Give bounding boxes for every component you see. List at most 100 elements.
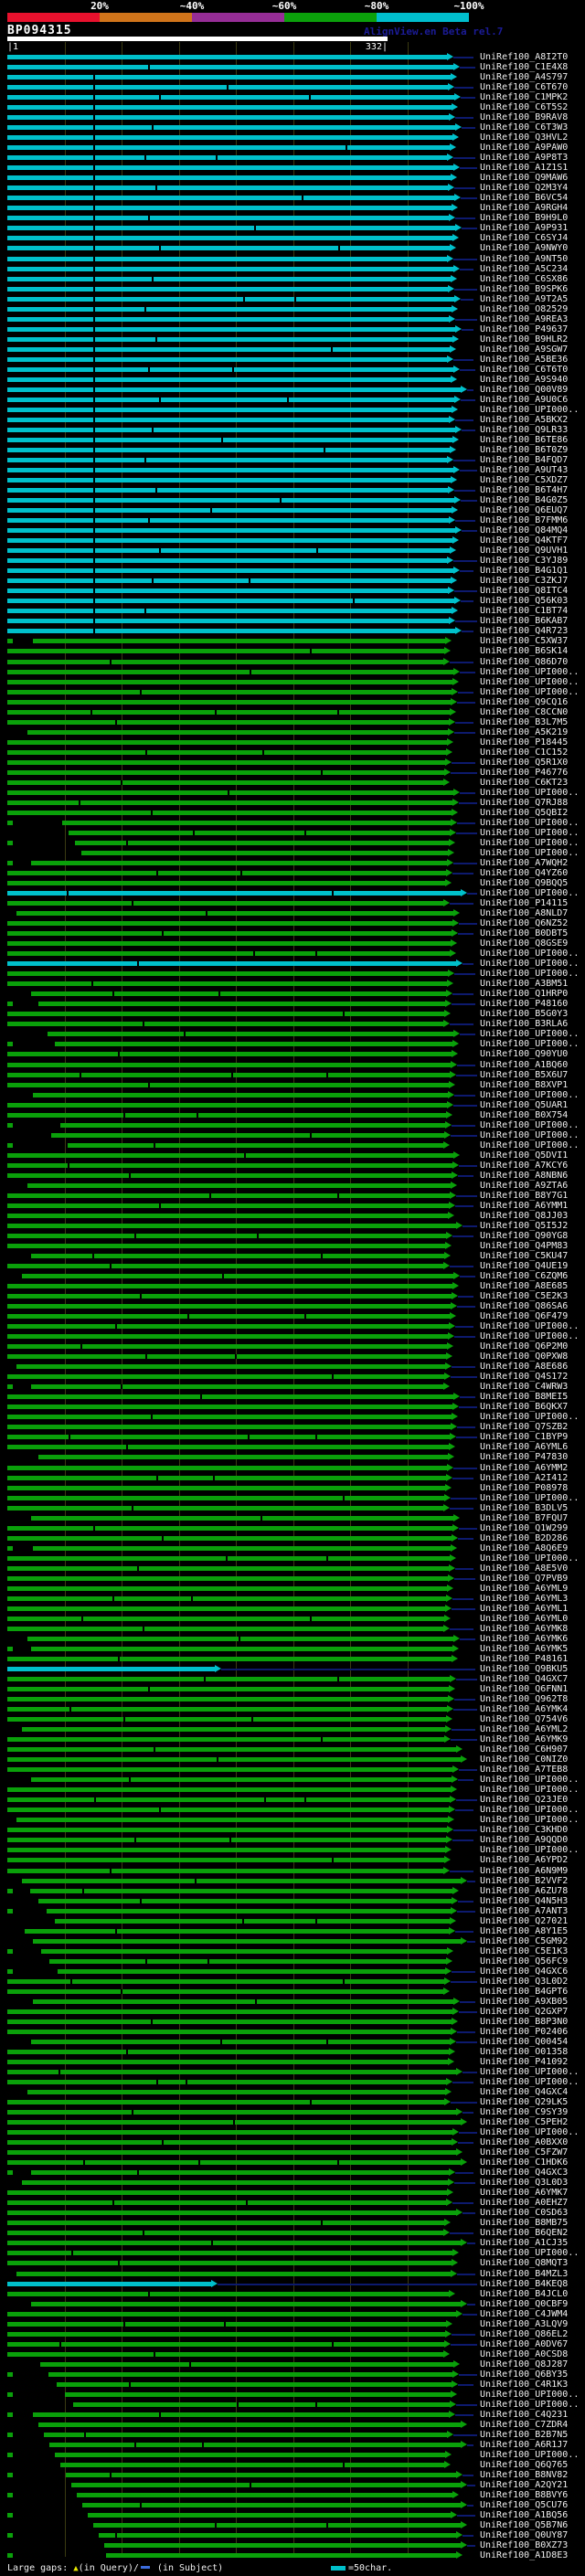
alignment-bar[interactable] <box>7 2200 447 2205</box>
alignment-bar[interactable] <box>7 488 449 493</box>
row-label[interactable]: UniRef100_Q4YZ60 <box>480 868 569 878</box>
row-label[interactable]: UniRef100_B8P3N0 <box>480 2017 569 2027</box>
row-label[interactable]: UniRef100_UPI000.. <box>480 2077 580 2087</box>
alignment-bar[interactable] <box>7 1244 446 1248</box>
row-label[interactable]: UniRef100_UPI000.. <box>480 848 580 858</box>
alignment-bar[interactable] <box>65 2392 452 2397</box>
alignment-bar[interactable] <box>7 165 454 170</box>
alignment-bar[interactable] <box>7 155 448 160</box>
alignment-bar[interactable] <box>7 2292 450 2296</box>
row-label[interactable]: UniRef100_C3ZKJ7 <box>480 576 569 586</box>
row-label[interactable]: UniRef100_Q90YU0 <box>480 1049 569 1059</box>
row-label[interactable]: UniRef100_B5G0Y3 <box>480 1009 569 1019</box>
alignment-bar[interactable] <box>7 468 454 472</box>
alignment-bar[interactable] <box>7 1697 449 1701</box>
row-label[interactable]: UniRef100_UPI000.. <box>480 888 580 898</box>
row-label[interactable]: UniRef100_P46776 <box>480 768 569 778</box>
row-label[interactable]: UniRef100_UPI000.. <box>480 2400 580 2410</box>
row-label[interactable]: UniRef100_UPI000.. <box>480 2067 580 2077</box>
alignment-bar[interactable] <box>7 1576 449 1581</box>
alignment-bar[interactable] <box>7 629 456 633</box>
alignment-bar[interactable] <box>7 1405 453 1409</box>
alignment-bar[interactable] <box>7 55 448 59</box>
alignment-bar[interactable] <box>7 670 454 674</box>
row-label[interactable]: UniRef100_B0X754 <box>480 1110 569 1120</box>
alignment-bar[interactable] <box>7 2030 452 2034</box>
alignment-bar[interactable] <box>27 730 449 735</box>
alignment-bar[interactable] <box>7 367 454 372</box>
alignment-bar[interactable] <box>75 841 450 845</box>
row-label[interactable]: UniRef100_C6SX86 <box>480 274 569 284</box>
alignment-bar[interactable] <box>7 105 452 110</box>
row-label[interactable]: UniRef100_B9RAV8 <box>480 112 569 122</box>
alignment-bar[interactable] <box>40 2362 454 2367</box>
alignment-bar[interactable] <box>7 2190 448 2195</box>
alignment-bar[interactable] <box>7 2231 444 2235</box>
row-label[interactable]: UniRef100_Q6BY35 <box>480 2369 569 2380</box>
row-label[interactable]: UniRef100_A6YML0 <box>480 1614 569 1624</box>
row-label[interactable]: UniRef100_Q754V6 <box>480 1714 569 1724</box>
alignment-bar[interactable] <box>33 1999 454 2004</box>
row-label[interactable]: UniRef100_O82529 <box>480 304 569 314</box>
row-label[interactable]: UniRef100_UPI000.. <box>480 1805 580 1815</box>
row-label[interactable]: UniRef100_C1C152 <box>480 747 569 758</box>
row-label[interactable]: UniRef100_Q0CBF9 <box>480 2299 569 2309</box>
alignment-bar[interactable] <box>7 458 448 462</box>
row-label[interactable]: UniRef100_C1BYP9 <box>480 1432 569 1442</box>
alignment-bar[interactable] <box>7 1214 449 1218</box>
alignment-bar[interactable] <box>7 1869 444 1873</box>
alignment-bar[interactable] <box>7 1234 447 1238</box>
row-label[interactable]: UniRef100_O01358 <box>480 2047 569 2057</box>
alignment-bar[interactable] <box>41 1949 448 1954</box>
alignment-bar[interactable] <box>7 518 450 523</box>
row-label[interactable]: UniRef100_C5XW37 <box>480 636 569 646</box>
row-label[interactable]: UniRef100_Q00454 <box>480 2037 569 2047</box>
row-label[interactable]: UniRef100_A9QQD0 <box>480 1835 569 1845</box>
alignment-bar[interactable] <box>27 2090 446 2094</box>
row-label[interactable]: UniRef100_P14115 <box>480 898 569 908</box>
alignment-bar[interactable] <box>7 1717 447 1722</box>
row-label[interactable]: UniRef100_C5FZW7 <box>480 2147 569 2157</box>
alignment-bar[interactable] <box>7 2352 444 2357</box>
alignment-bar[interactable] <box>7 125 456 130</box>
alignment-bar[interactable] <box>7 1354 447 1359</box>
alignment-bar[interactable] <box>7 1566 450 1571</box>
row-label[interactable]: UniRef100_A1CJ35 <box>480 2238 569 2248</box>
row-label[interactable]: UniRef100_Q6F479 <box>480 1311 569 1321</box>
alignment-bar[interactable] <box>7 690 452 694</box>
alignment-bar[interactable] <box>7 1757 462 1762</box>
alignment-bar[interactable] <box>7 2070 457 2074</box>
alignment-bar[interactable] <box>7 1294 452 1299</box>
alignment-bar[interactable] <box>31 1384 444 1389</box>
row-label[interactable]: UniRef100_A5C234 <box>480 264 569 274</box>
alignment-bar[interactable] <box>16 1364 446 1369</box>
row-label[interactable]: UniRef100_Q9BQQ5 <box>480 878 569 888</box>
row-label[interactable]: UniRef100_UPI000.. <box>480 838 580 848</box>
alignment-bar[interactable] <box>7 609 452 613</box>
alignment-bar[interactable] <box>7 1445 450 1449</box>
alignment-bar[interactable] <box>7 1838 447 1842</box>
row-label[interactable]: UniRef100_A6YML1 <box>480 1604 569 1614</box>
alignment-bar[interactable] <box>7 1466 448 1470</box>
row-label[interactable]: UniRef100_Q4GXC4 <box>480 2087 569 2097</box>
alignment-bar[interactable] <box>71 2483 462 2487</box>
alignment-bar[interactable] <box>7 1435 451 1439</box>
alignment-bar[interactable] <box>7 216 450 220</box>
alignment-bar[interactable] <box>31 1777 452 1782</box>
alignment-bar[interactable] <box>7 1556 451 1561</box>
alignment-bar[interactable] <box>31 1254 445 1258</box>
row-label[interactable]: UniRef100_B8MB75 <box>480 2218 569 2228</box>
alignment-bar[interactable] <box>7 1073 451 1077</box>
alignment-bar[interactable] <box>7 65 454 69</box>
alignment-bar[interactable] <box>7 649 445 653</box>
row-label[interactable]: UniRef100_A6ZU78 <box>480 1886 569 1896</box>
row-label[interactable]: UniRef100_UPI000.. <box>480 1130 580 1140</box>
row-label[interactable]: UniRef100_Q9LR33 <box>480 425 569 435</box>
row-label[interactable]: UniRef100_Q56FC9 <box>480 1956 569 1966</box>
alignment-bar[interactable] <box>7 901 444 906</box>
row-label[interactable]: UniRef100_Q6EUQ7 <box>480 505 569 515</box>
alignment-bar[interactable] <box>69 831 451 835</box>
row-label[interactable]: UniRef100_C8CCN0 <box>480 707 569 717</box>
row-label[interactable]: UniRef100_A9PAW0 <box>480 143 569 153</box>
row-label[interactable]: UniRef100_A5BE36 <box>480 355 569 365</box>
